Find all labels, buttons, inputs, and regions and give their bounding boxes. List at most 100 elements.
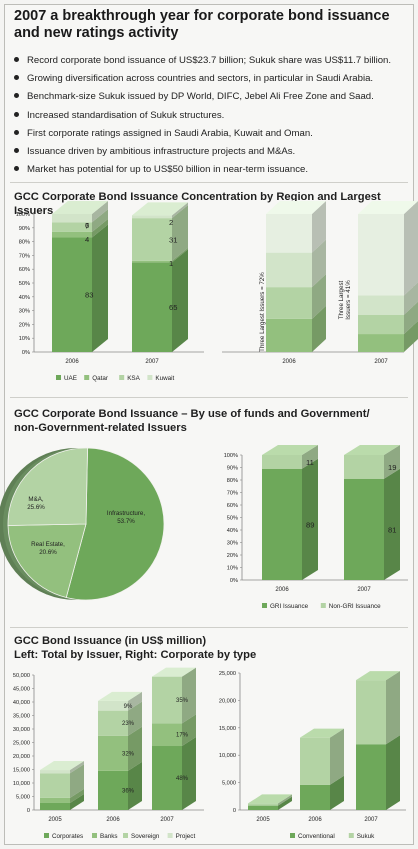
bar-segment xyxy=(132,215,172,219)
bullet-item: Record corporate bond issuance of US$23.… xyxy=(14,52,409,70)
bar-segment-side xyxy=(70,793,84,810)
data-label: 9% xyxy=(124,704,133,710)
legend-swatch xyxy=(44,833,49,838)
bar-segment-side xyxy=(172,202,188,219)
y-tick-label: 80% xyxy=(19,240,30,246)
bar-segment-side xyxy=(92,224,108,352)
bullet-item: Market has potential for up to US$50 bil… xyxy=(14,161,409,179)
bar-top-face xyxy=(132,202,188,216)
bar-segment-side xyxy=(312,274,326,319)
bar-segment xyxy=(98,735,128,771)
y-tick-label: 60% xyxy=(19,267,30,273)
y-tick-label: 40% xyxy=(19,295,30,301)
bar-top-face xyxy=(248,794,292,804)
bar-segment xyxy=(52,214,92,223)
y-tick-label: 80% xyxy=(227,478,238,484)
legend-swatch xyxy=(348,833,354,838)
bullet-item: First corporate ratings assigned in Saud… xyxy=(14,125,409,143)
bar-segment-side xyxy=(278,794,292,806)
legend-label: Qatar xyxy=(92,375,108,382)
bar-segment-side xyxy=(92,201,108,223)
y-tick-label: 0% xyxy=(22,350,30,356)
bar-segment-side xyxy=(172,249,188,352)
bar-segment xyxy=(152,676,182,724)
section-title-concentration: GCC Corporate Bond Issuance Concentratio… xyxy=(14,191,381,217)
data-label: 23% xyxy=(122,721,135,727)
y-tick-label: 0% xyxy=(230,578,238,584)
x-tick-label: 2007 xyxy=(160,817,174,823)
bullet-dot-icon xyxy=(14,56,19,62)
bar-top-face xyxy=(266,201,326,214)
data-label: 81 xyxy=(388,525,396,534)
y-tick-label: 90% xyxy=(19,226,30,232)
pie-slice-value: 25.6% xyxy=(27,504,45,511)
bar-top-face xyxy=(344,445,400,455)
data-label: 4 xyxy=(85,235,89,244)
bar-segment-side xyxy=(70,764,84,798)
bar-segment-side xyxy=(386,671,400,745)
y-tick-label: 70% xyxy=(227,491,238,497)
x-tick-label: 2006 xyxy=(275,587,289,593)
x-tick-label: 2005 xyxy=(48,817,62,823)
legend-swatch xyxy=(262,603,267,608)
bar-segment xyxy=(356,680,386,745)
bar-segment-side xyxy=(312,201,326,253)
bar-segment xyxy=(262,468,302,580)
bar-segment-side xyxy=(70,788,84,803)
bar-segment xyxy=(40,773,70,798)
legend-label: GRI Issuance xyxy=(270,603,309,610)
section-divider xyxy=(10,182,408,183)
bar-top-face xyxy=(300,728,344,738)
bar-segment-side xyxy=(92,209,108,232)
bar-segment xyxy=(40,770,70,774)
legend-label: Banks xyxy=(100,833,118,840)
bar-top-face xyxy=(356,671,400,681)
data-label: 2 xyxy=(169,218,173,227)
data-label: 32% xyxy=(122,751,135,757)
legend-label: Sovereign xyxy=(131,833,160,840)
pie-slice xyxy=(7,447,88,526)
legend-swatch xyxy=(123,833,128,838)
bar-segment-side xyxy=(172,247,188,263)
bar-segment xyxy=(344,478,384,580)
bullet-dot-icon xyxy=(14,129,19,135)
data-label: 65 xyxy=(169,303,177,312)
bar-segment-side xyxy=(384,445,400,479)
x-tick-label: 2006 xyxy=(308,817,322,823)
bar-segment xyxy=(356,744,386,810)
bullet-list: Record corporate bond issuance of US$23.… xyxy=(14,52,409,179)
bullet-item: Growing diversification across countries… xyxy=(14,70,409,88)
x-tick-label: 2006 xyxy=(65,359,79,365)
y-tick-label: 35,000 xyxy=(13,714,30,720)
bar-top-face xyxy=(98,691,142,701)
legend-label: Project xyxy=(176,833,196,840)
y-tick-label: 30% xyxy=(19,309,30,315)
x-tick-label: 2007 xyxy=(357,587,371,593)
bar-segment-side xyxy=(404,282,418,315)
pie-slice-label: Infrastructure, xyxy=(107,510,145,517)
legend-swatch xyxy=(119,375,125,380)
bar-segment xyxy=(132,218,172,261)
bar-segment xyxy=(152,723,182,747)
bullet-dot-icon xyxy=(14,147,19,153)
legend-label: Kuwait xyxy=(155,375,174,382)
y-tick-label: 20,000 xyxy=(13,754,30,760)
pie-slice-value: 53.7% xyxy=(117,518,135,525)
bar-segment-side xyxy=(312,239,326,288)
bar-segment xyxy=(52,237,92,352)
pie-slice-value: 20.6% xyxy=(39,549,57,556)
y-tick-label: 100% xyxy=(16,212,30,218)
legend-label: Conventional xyxy=(298,833,335,840)
bar-segment-side xyxy=(330,728,344,785)
bullet-item: Increased standardisation of Sukuk struc… xyxy=(14,107,409,125)
y-tick-label: 50% xyxy=(19,281,30,287)
bar-segment xyxy=(266,287,312,319)
x-tick-label: 2006 xyxy=(106,817,120,823)
data-label: 11 xyxy=(306,458,314,467)
bar-top-face xyxy=(358,201,418,214)
y-tick-label: 90% xyxy=(227,466,238,472)
data-label: 1 xyxy=(169,259,173,268)
bar-segment xyxy=(98,710,128,736)
bar-segment-side xyxy=(386,735,400,810)
y-tick-label: 20% xyxy=(227,553,238,559)
